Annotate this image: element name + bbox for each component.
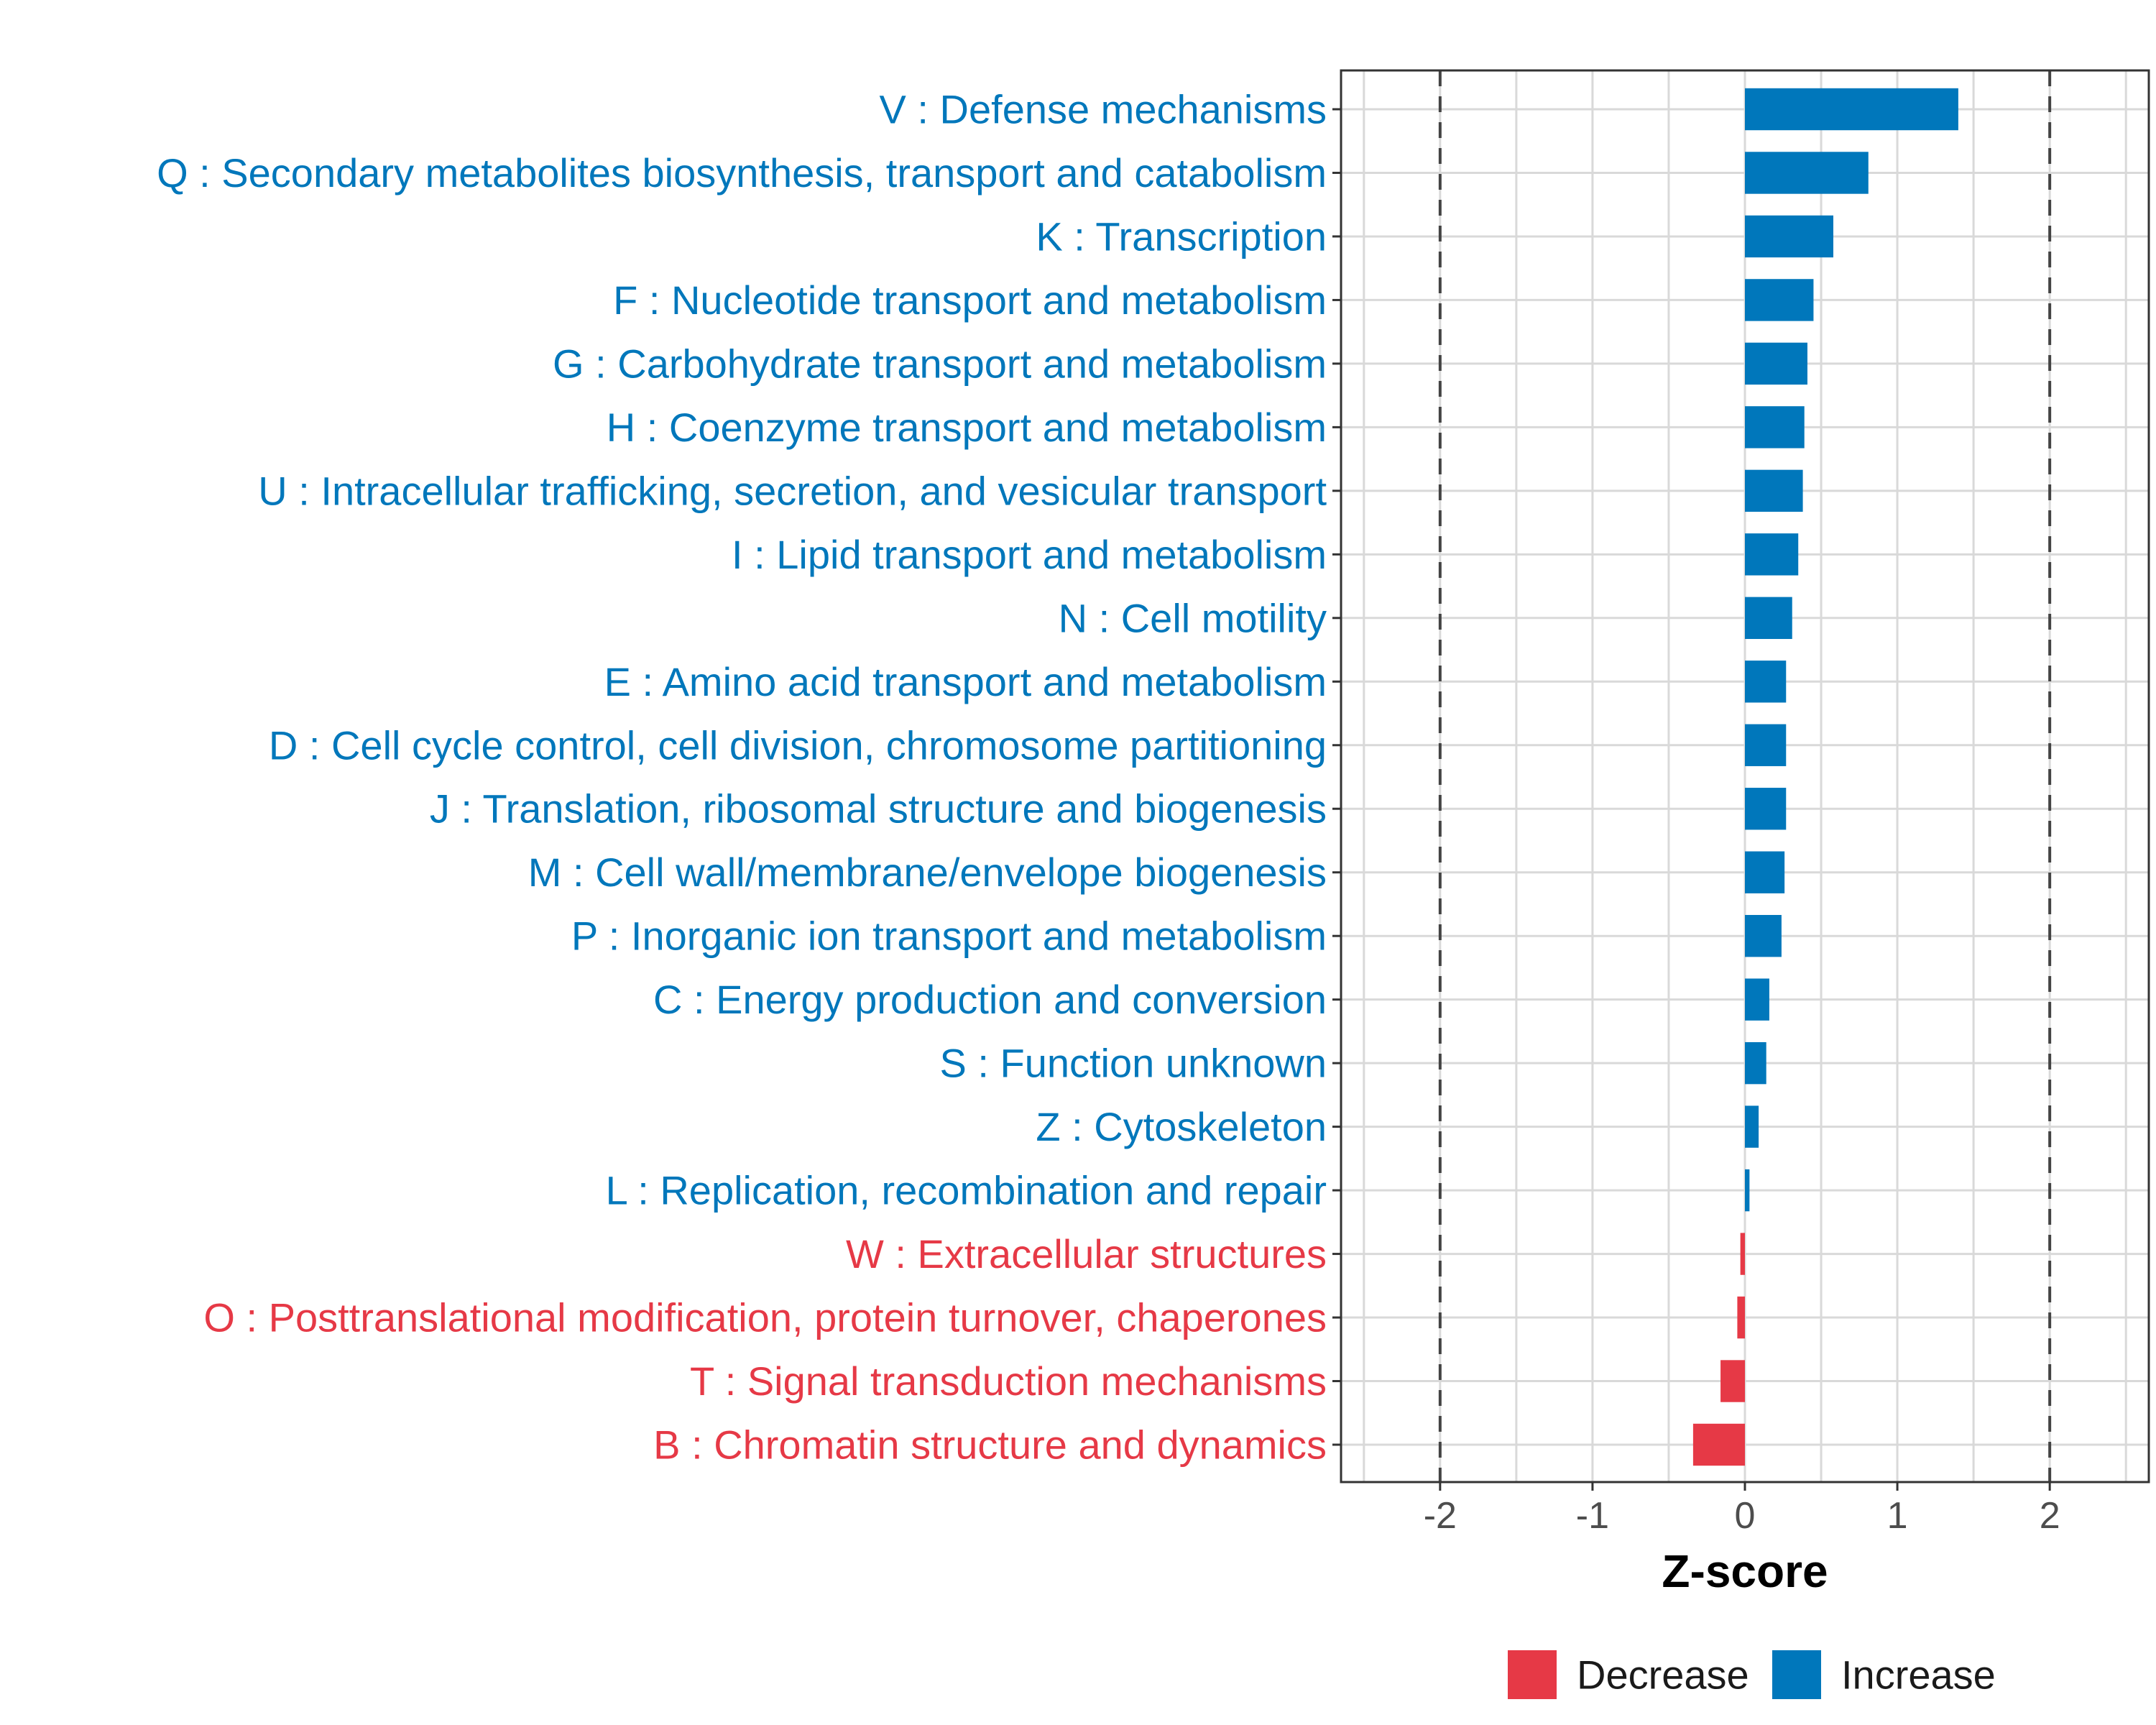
bar-z (1745, 1105, 1759, 1148)
category-label: B : Chromatin structure and dynamics (653, 1422, 1327, 1468)
bar-h (1745, 406, 1805, 448)
category-label: J : Translation, ribosomal structure and… (430, 786, 1327, 832)
bar-p (1745, 914, 1782, 957)
category-label: G : Carbohydrate transport and metabolis… (553, 341, 1327, 386)
bar-v (1745, 88, 1958, 131)
bar-g (1745, 342, 1807, 385)
legend: Decrease Increase (1508, 1650, 1996, 1699)
category-label: K : Transcription (1036, 213, 1327, 259)
category-label: T : Signal transduction mechanisms (690, 1358, 1327, 1404)
category-label: Q : Secondary metabolites biosynthesis, … (157, 150, 1327, 196)
x-tick-label: 0 (1735, 1495, 1756, 1537)
legend-swatch-increase (1772, 1650, 1821, 1699)
bar-b (1692, 1423, 1745, 1466)
bar-t (1720, 1360, 1745, 1402)
bar-w (1740, 1233, 1745, 1275)
category-label: H : Coenzyme transport and metabolism (607, 405, 1327, 450)
bar-c (1745, 978, 1769, 1021)
bar-j (1745, 788, 1787, 830)
bar-d (1745, 724, 1787, 766)
x-axis-title: Z-score (1662, 1545, 1828, 1597)
category-label: D : Cell cycle control, cell division, c… (269, 722, 1327, 768)
category-label: V : Defense mechanisms (880, 87, 1327, 132)
category-label: L : Replication, recombination and repai… (606, 1168, 1327, 1213)
bar-i (1745, 533, 1799, 576)
category-label: Z : Cytoskeleton (1036, 1104, 1327, 1149)
legend-label-increase: Increase (1841, 1652, 1996, 1698)
bar-l (1745, 1169, 1750, 1212)
category-label: P : Inorganic ion transport and metaboli… (571, 914, 1327, 959)
category-label: O : Posttranslational modification, prot… (203, 1295, 1327, 1340)
legend-swatch-decrease (1508, 1650, 1557, 1699)
reference-lines (1438, 70, 2052, 1482)
category-label: U : Intracellular trafficking, secretion… (258, 468, 1327, 513)
bar-e (1745, 661, 1787, 703)
category-label: W : Extracellular structures (846, 1231, 1327, 1276)
category-label: F : Nucleotide transport and metabolism (613, 277, 1327, 323)
legend-label-decrease: Decrease (1577, 1652, 1749, 1698)
bar-n (1745, 597, 1792, 640)
category-axis: V : Defense mechanisms Q : Secondary meta… (157, 87, 1341, 1468)
bar-m (1745, 851, 1785, 893)
bar-k (1745, 215, 1834, 258)
bar-q (1745, 152, 1869, 194)
bars (1692, 88, 1958, 1466)
x-tick-label: 2 (2040, 1495, 2060, 1537)
bar-u (1745, 469, 1803, 512)
bar-s (1745, 1041, 1766, 1085)
category-label: E : Amino acid transport and metabolism (604, 659, 1327, 704)
x-tick-label: 1 (1887, 1495, 1908, 1537)
x-axis: -2 -1 0 1 2 (1424, 1482, 2060, 1537)
category-label: N : Cell motility (1059, 595, 1327, 640)
x-tick-label: -2 (1424, 1495, 1457, 1537)
bar-f (1745, 279, 1814, 321)
category-label: M : Cell wall/membrane/envelope biogenes… (528, 850, 1327, 895)
bar-o (1737, 1296, 1745, 1339)
category-label: I : Lipid transport and metabolism (732, 532, 1327, 577)
x-tick-label: -1 (1576, 1495, 1609, 1537)
category-label: C : Energy production and conversion (653, 977, 1327, 1022)
category-label: S : Function unknown (939, 1041, 1327, 1086)
